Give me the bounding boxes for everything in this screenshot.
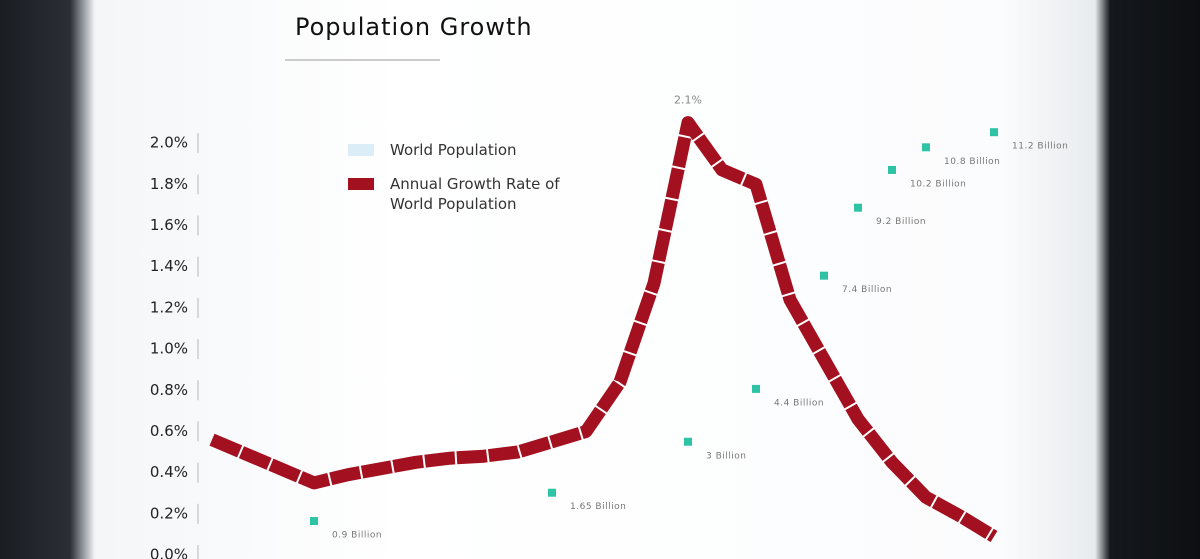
population-marker bbox=[888, 165, 896, 174]
data-label: 1.65 Billion bbox=[570, 502, 626, 512]
data-label: 10.8 Billion bbox=[944, 157, 1000, 167]
y-tick-label: 1.4% bbox=[150, 257, 188, 275]
y-tick-label: 1.6% bbox=[150, 216, 188, 234]
population-marker bbox=[990, 128, 998, 137]
legend-item: World Population bbox=[348, 140, 588, 160]
y-tick-label: 0.8% bbox=[150, 381, 188, 399]
y-tick-label: 2.0% bbox=[150, 134, 188, 152]
population-marker bbox=[922, 143, 930, 152]
data-label: 9.2 Billion bbox=[876, 217, 926, 227]
population-marker bbox=[548, 488, 556, 497]
legend: World Population Annual Growth Rate of Wo… bbox=[348, 140, 588, 228]
y-tick-label: 0.4% bbox=[150, 463, 188, 481]
y-tick-label: 1.0% bbox=[150, 340, 188, 358]
y-tick-label: 0.2% bbox=[150, 504, 188, 522]
population-marker bbox=[310, 517, 318, 526]
data-label: 4.4 Billion bbox=[774, 398, 824, 408]
data-label: 2.1% bbox=[674, 94, 702, 107]
y-tick-label: 0.0% bbox=[150, 546, 188, 559]
data-label: 0.9 Billion bbox=[332, 531, 382, 541]
legend-label: Annual Growth Rate of World Population bbox=[390, 175, 560, 213]
population-marker bbox=[684, 437, 692, 446]
legend-item: Annual Growth Rate of World Population bbox=[348, 174, 588, 214]
legend-swatch bbox=[348, 178, 374, 190]
data-label: 10.2 Billion bbox=[910, 179, 966, 189]
population-marker bbox=[820, 271, 828, 280]
y-tick-label: 1.2% bbox=[150, 298, 188, 316]
data-label: 7.4 Billion bbox=[842, 285, 892, 295]
population-marker bbox=[854, 203, 862, 212]
chart-title: Population Growth bbox=[295, 13, 533, 41]
legend-label: World Population bbox=[390, 141, 517, 159]
legend-swatch bbox=[348, 144, 374, 156]
y-tick-label: 0.6% bbox=[150, 422, 188, 440]
population-marker bbox=[752, 384, 760, 393]
growth-line bbox=[209, 116, 998, 543]
y-tick-label: 1.8% bbox=[150, 175, 188, 193]
data-label: 3 Billion bbox=[706, 451, 746, 461]
data-label: 11.2 Billion bbox=[1012, 142, 1068, 152]
